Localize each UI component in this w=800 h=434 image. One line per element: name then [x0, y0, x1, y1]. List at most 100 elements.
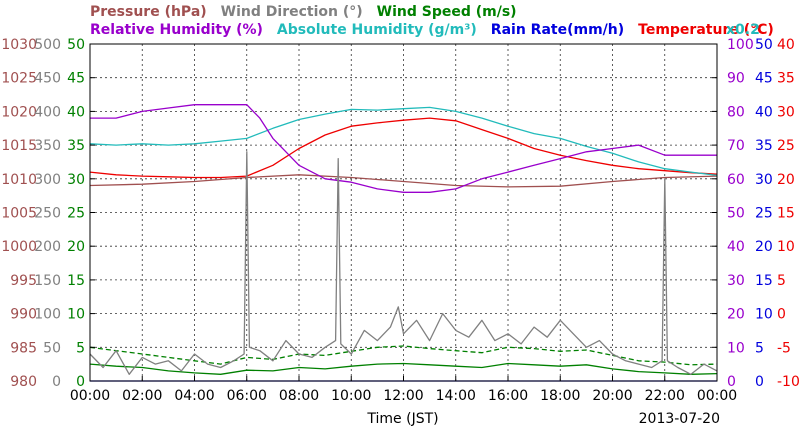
wind_direction-tick-label: 450 [34, 71, 61, 87]
grid [90, 44, 717, 381]
pressure-tick-label: 995 [10, 273, 37, 289]
rain_rate-tick-label: 45 [755, 71, 773, 87]
pressure-tick-label: 990 [10, 307, 37, 323]
legend-item: Relative Humidity (%) [90, 22, 263, 38]
wind_speed-tick-label: 35 [67, 138, 85, 154]
x-axis-title: Time (JST) [366, 411, 438, 427]
x-tick-label: 02:00 [122, 388, 162, 404]
series-relative-humidity [90, 104, 717, 193]
wind_direction-tick-label: 250 [34, 206, 61, 222]
wind_speed-tick-label: 50 [67, 37, 85, 53]
relative_humidity-tick-label: 50 [727, 206, 745, 222]
wind_speed-tick-label: 45 [67, 71, 85, 87]
relative_humidity-tick-label: 80 [727, 104, 745, 120]
temperature-tick-label: -10 [777, 374, 800, 390]
legend-item: Wind Speed (m/s) [377, 4, 517, 20]
wind_speed-tick-label: 20 [67, 239, 85, 255]
temperature-tick-label: 10 [777, 239, 795, 255]
rain_rate-tick-label: 30 [755, 172, 773, 188]
series-temperature-c [89, 117, 718, 179]
relative_humidity-tick-label: 10 [727, 340, 745, 356]
temperature-tick-label: 25 [777, 138, 795, 154]
pressure-tick-label: 1015 [1, 138, 37, 154]
x-tick-label: 06:00 [227, 388, 267, 404]
relative_humidity-tick-label: 60 [727, 172, 745, 188]
temperature-tick-label: 30 [777, 104, 795, 120]
legend-item: Absolute Humidity (g/m³) [277, 22, 477, 38]
legend: Pressure (hPa) Wind Direction (°) Wind Spe… [90, 4, 774, 38]
wind_direction-tick-label: 200 [34, 239, 61, 255]
rain_rate-tick-label: 20 [755, 239, 773, 255]
scale-note: x0.2 [726, 22, 760, 38]
x-tick-label: 00:00 [697, 388, 737, 404]
relative_humidity-tick-label: 70 [727, 138, 745, 154]
temperature-tick-label: 15 [777, 206, 795, 222]
rain_rate-tick-label: 0 [755, 374, 764, 390]
rain_rate-tick-label: 40 [755, 104, 773, 120]
wind_direction-tick-label: 100 [34, 307, 61, 323]
rain_rate-tick-label: 15 [755, 273, 773, 289]
series-wind-speed-m-s [89, 362, 718, 375]
x-tick-label: 08:00 [279, 388, 319, 404]
x-tick-label: 18:00 [540, 388, 580, 404]
wind_speed-tick-label: 5 [76, 340, 85, 356]
series-pressure-hpa [89, 174, 718, 188]
wind_speed-tick-label: 25 [67, 206, 85, 222]
pressure-tick-label: 1005 [1, 206, 37, 222]
temperature-tick-label: 20 [777, 172, 795, 188]
rain_rate-tick-label: 10 [755, 307, 773, 323]
wind_speed-tick-label: 0 [76, 374, 85, 390]
legend-item: Rain Rate(mm/h) [491, 22, 624, 38]
legend-item: Wind Direction (°) [221, 4, 363, 20]
relative_humidity-tick-label: 30 [727, 273, 745, 289]
pressure-tick-label: 1010 [1, 172, 37, 188]
rain_rate-tick-label: 50 [755, 37, 773, 53]
series-wind-direction [89, 151, 718, 375]
wind_direction-tick-label: 50 [43, 340, 61, 356]
x-tick-label: 12:00 [383, 388, 423, 404]
pressure-tick-label: 1020 [1, 104, 37, 120]
wind_speed-tick-label: 10 [67, 307, 85, 323]
temperature-tick-label: 0 [777, 307, 786, 323]
x-tick-label: 14:00 [436, 388, 476, 404]
axes: 00:00 02:00 04:00 06:00 08:00 10:00 12:00 14:00… [1, 37, 800, 404]
x-tick-label: 20:00 [592, 388, 632, 404]
temperature-tick-label: 35 [777, 71, 795, 87]
relative_humidity-tick-label: 40 [727, 239, 745, 255]
temperature-tick-label: 40 [777, 37, 795, 53]
rain_rate-tick-label: 35 [755, 138, 773, 154]
wind_direction-tick-label: 350 [34, 138, 61, 154]
x-tick-label: 00:00 [70, 388, 110, 404]
pressure-tick-label: 1000 [1, 239, 37, 255]
pressure-tick-label: 980 [10, 374, 37, 390]
pressure-tick-label: 985 [10, 340, 37, 356]
legend-item: Temperature (°C) [638, 22, 774, 38]
wind_speed-tick-label: 40 [67, 104, 85, 120]
wind_speed-tick-label: 15 [67, 273, 85, 289]
temperature-tick-label: -5 [777, 340, 791, 356]
series-wind-gust-m-s [89, 345, 718, 366]
x-tick-label: 10:00 [331, 388, 371, 404]
rain_rate-tick-label: 25 [755, 206, 773, 222]
relative_humidity-tick-label: 0 [727, 374, 736, 390]
wind_direction-tick-label: 500 [34, 37, 61, 53]
x-tick-label: 16:00 [488, 388, 528, 404]
wind_speed-tick-label: 30 [67, 172, 85, 188]
wind_direction-tick-label: 300 [34, 172, 61, 188]
x-tick-label: 04:00 [174, 388, 214, 404]
rain_rate-tick-label: 5 [755, 340, 764, 356]
x-tick-label: 22:00 [645, 388, 685, 404]
legend-item: Pressure (hPa) [90, 4, 207, 20]
series-absolute-humidity-g-m [89, 106, 718, 177]
relative_humidity-tick-label: 100 [727, 37, 754, 53]
pressure-tick-label: 1025 [1, 71, 37, 87]
wind_direction-tick-label: 150 [34, 273, 61, 289]
relative_humidity-tick-label: 20 [727, 307, 745, 323]
pressure-tick-label: 1030 [1, 37, 37, 53]
date-label: 2013-07-20 [639, 411, 720, 427]
wind_direction-tick-label: 400 [34, 104, 61, 120]
relative_humidity-tick-label: 90 [727, 71, 745, 87]
wind_direction-tick-label: 0 [52, 374, 61, 390]
temperature-tick-label: 5 [777, 273, 786, 289]
